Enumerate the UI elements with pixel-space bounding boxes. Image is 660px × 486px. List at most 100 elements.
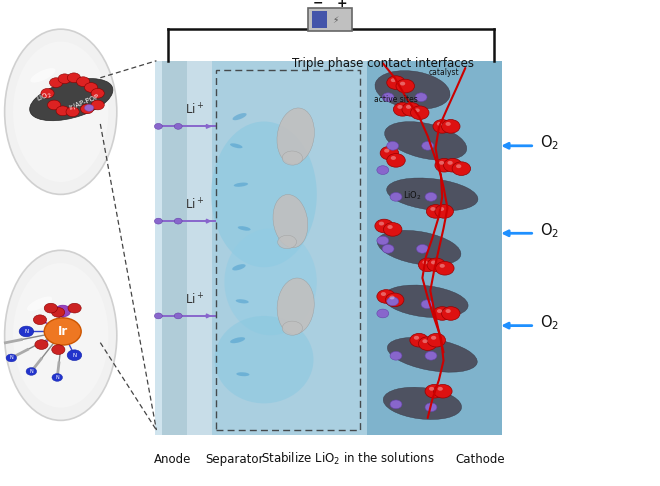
Text: O$_2$: O$_2$ [540,313,559,332]
Text: Cathode: Cathode [455,453,506,466]
Text: ⚡: ⚡ [332,16,339,25]
Bar [212,61,367,435]
Circle shape [418,258,437,272]
Circle shape [382,244,394,253]
Circle shape [433,120,451,133]
Circle shape [429,387,434,391]
Text: Triple phase contact interfaces: Triple phase contact interfaces [292,57,474,69]
Bar [187,61,212,435]
Circle shape [77,77,90,87]
Circle shape [447,161,453,165]
Circle shape [154,123,162,129]
Circle shape [385,293,404,307]
Circle shape [380,146,399,160]
Circle shape [56,106,69,116]
Ellipse shape [211,122,317,267]
Ellipse shape [282,321,302,335]
Text: N: N [9,355,13,361]
Text: N: N [73,353,77,358]
Circle shape [427,333,446,347]
Bar [312,11,327,28]
Ellipse shape [282,151,302,165]
Circle shape [50,78,63,87]
Circle shape [435,205,453,218]
Circle shape [434,384,452,398]
Circle shape [377,290,395,303]
Circle shape [390,192,402,201]
Circle shape [377,236,389,245]
Text: LiO$_2$: LiO$_2$ [36,89,54,105]
Ellipse shape [238,226,251,231]
Ellipse shape [385,122,467,160]
Circle shape [41,88,54,98]
Circle shape [174,313,182,319]
Circle shape [430,207,436,211]
Circle shape [387,141,399,150]
Circle shape [384,149,389,153]
Circle shape [66,107,79,117]
Circle shape [414,108,420,112]
Text: +: + [337,0,347,10]
Circle shape [52,374,63,382]
Ellipse shape [214,316,314,403]
Ellipse shape [234,183,248,187]
Circle shape [439,161,444,165]
Circle shape [379,222,384,226]
Circle shape [400,82,405,86]
Circle shape [411,106,429,120]
Circle shape [387,76,405,89]
Circle shape [425,384,444,398]
Circle shape [426,205,445,218]
Ellipse shape [30,68,55,83]
Circle shape [425,351,437,360]
Circle shape [26,367,36,375]
Circle shape [81,104,94,114]
Circle shape [431,260,436,264]
Circle shape [446,309,451,313]
Circle shape [438,387,443,391]
Circle shape [154,313,162,319]
Circle shape [383,223,402,236]
Circle shape [84,104,94,111]
Circle shape [6,354,16,362]
Ellipse shape [387,337,477,372]
Circle shape [418,337,437,350]
Circle shape [410,333,428,347]
Circle shape [390,400,402,409]
Ellipse shape [13,263,108,408]
Ellipse shape [236,372,249,376]
Ellipse shape [5,250,117,420]
Circle shape [51,308,65,317]
Circle shape [389,295,395,299]
Text: Li$^+$: Li$^+$ [185,103,205,118]
Ellipse shape [5,29,117,194]
Text: O$_2$: O$_2$ [540,134,559,152]
Bar [216,70,360,430]
Circle shape [396,79,414,93]
Circle shape [154,218,162,224]
Circle shape [35,340,48,349]
Circle shape [435,158,453,172]
Circle shape [442,120,460,133]
Text: N: N [30,369,33,374]
Ellipse shape [375,70,450,109]
Circle shape [422,339,428,343]
Ellipse shape [387,178,478,211]
Circle shape [67,73,81,83]
Circle shape [456,164,461,168]
Text: Separator: Separator [205,453,263,466]
Circle shape [452,162,471,175]
Circle shape [416,244,428,253]
Text: Ir/AP-POP: Ir/AP-POP [69,93,100,111]
Ellipse shape [230,337,245,343]
Circle shape [67,350,82,361]
Circle shape [439,207,444,211]
Text: Stabilize LiO$_2$ in the solutions: Stabilize LiO$_2$ in the solutions [261,451,435,468]
Ellipse shape [232,113,247,120]
Circle shape [431,336,436,340]
Circle shape [440,264,445,268]
Ellipse shape [13,42,108,182]
Ellipse shape [383,387,461,419]
Ellipse shape [236,299,249,303]
Circle shape [406,105,411,109]
